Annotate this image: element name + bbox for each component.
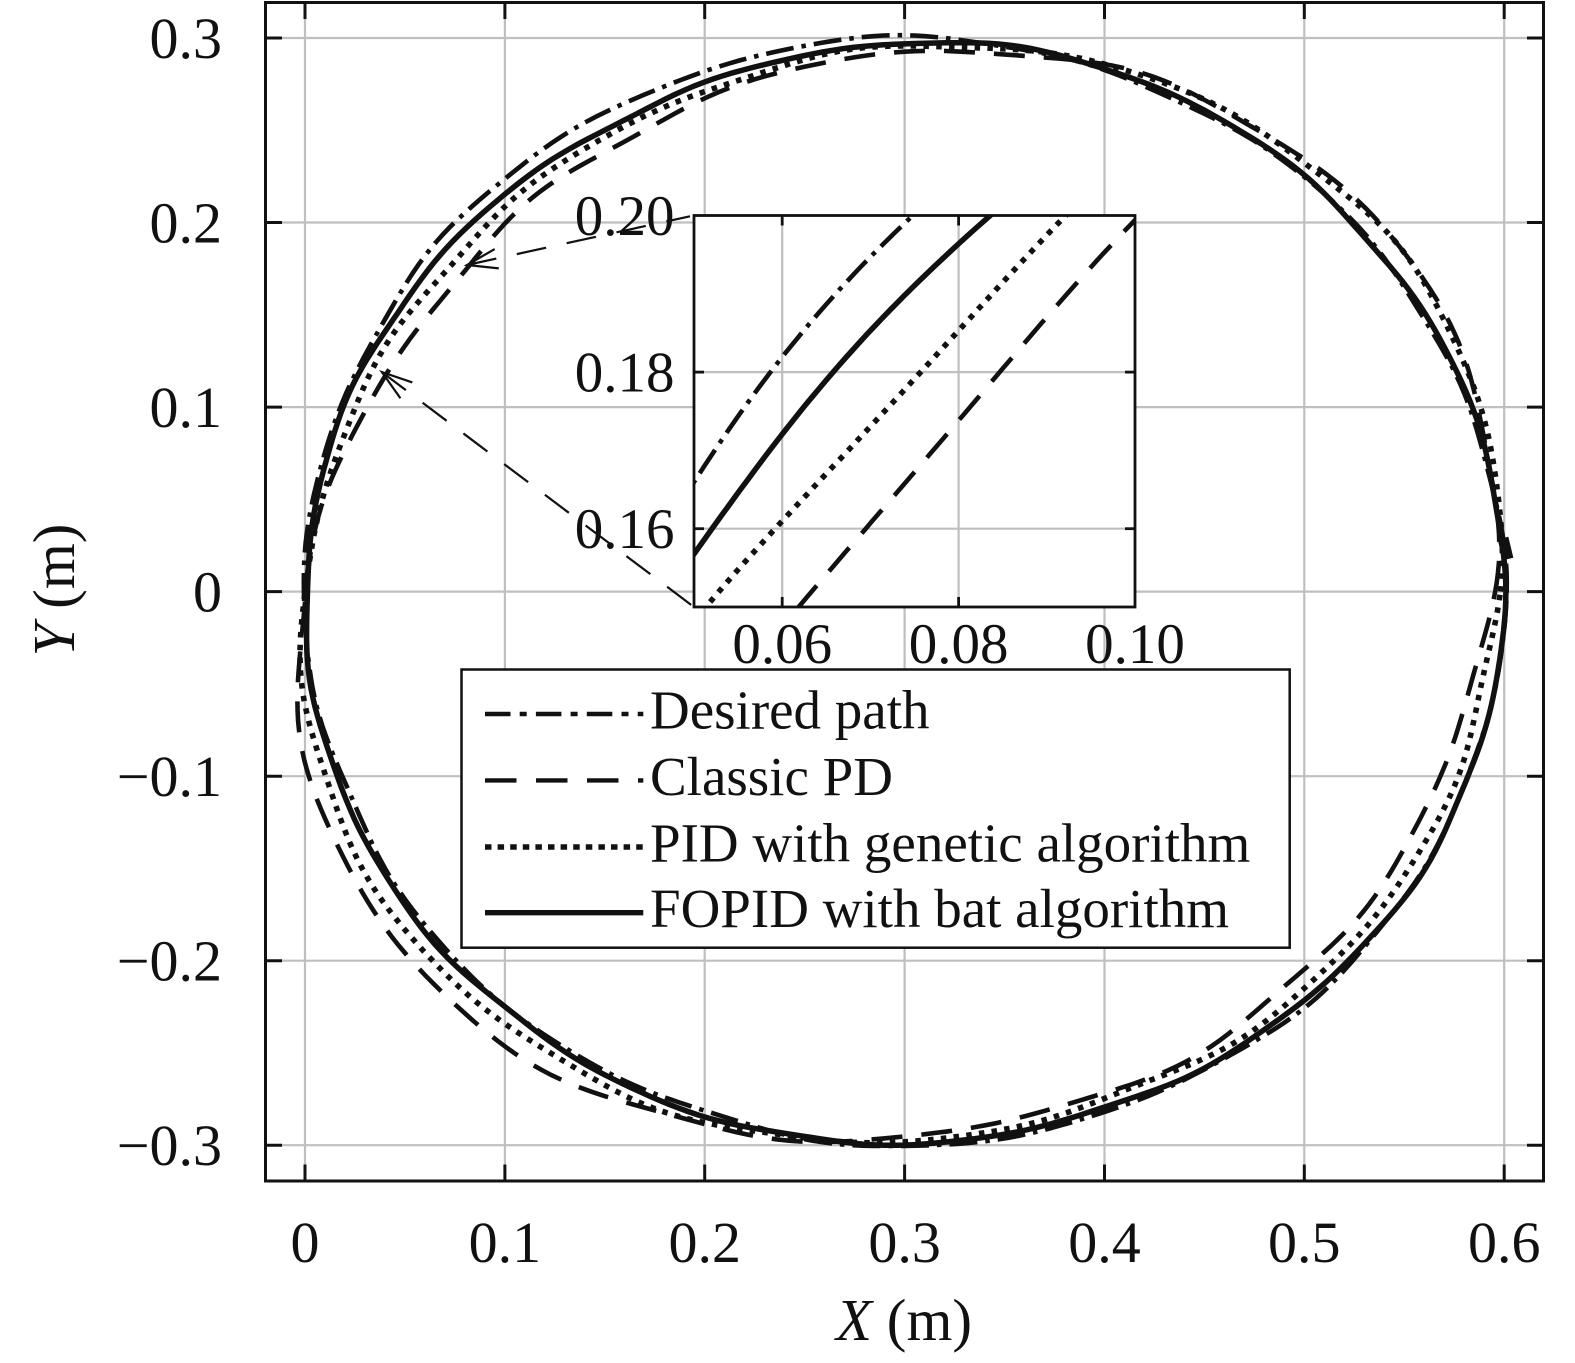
svg-text:X (m): X (m): [834, 1287, 972, 1353]
svg-text:0.08: 0.08: [909, 613, 1009, 676]
svg-text:0.2: 0.2: [150, 191, 223, 256]
svg-text:0.1: 0.1: [150, 375, 223, 440]
svg-text:−0.2: −0.2: [117, 929, 222, 994]
svg-text:0.3: 0.3: [150, 6, 223, 71]
svg-text:0.1: 0.1: [469, 1210, 542, 1275]
svg-text:Y (m): Y (m): [21, 524, 87, 657]
svg-text:0.16: 0.16: [575, 498, 675, 561]
svg-text:−0.3: −0.3: [117, 1113, 222, 1178]
svg-text:0.4: 0.4: [1068, 1210, 1141, 1275]
svg-text:0.3: 0.3: [868, 1210, 941, 1275]
svg-text:0: 0: [193, 560, 222, 625]
svg-text:0.06: 0.06: [732, 613, 832, 676]
svg-text:Classic PD: Classic PD: [650, 746, 893, 807]
svg-text:FOPID with bat algorithm: FOPID with bat algorithm: [650, 878, 1229, 939]
svg-text:0.18: 0.18: [575, 342, 675, 405]
svg-text:Desired path: Desired path: [650, 680, 930, 741]
svg-text:0: 0: [291, 1210, 320, 1275]
svg-text:0.20: 0.20: [575, 185, 675, 248]
svg-text:0.10: 0.10: [1085, 613, 1185, 676]
svg-text:0.5: 0.5: [1268, 1210, 1341, 1275]
svg-text:0.2: 0.2: [668, 1210, 741, 1275]
svg-text:PID with genetic algorithm: PID with genetic algorithm: [650, 813, 1250, 874]
svg-text:0.6: 0.6: [1468, 1210, 1541, 1275]
svg-text:−0.1: −0.1: [117, 744, 222, 809]
